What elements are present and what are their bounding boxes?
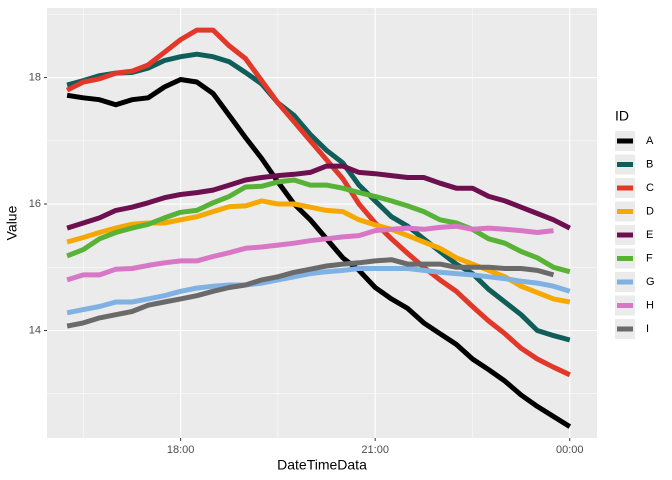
legend-label: I <box>646 323 649 335</box>
series-line <box>66 257 555 329</box>
series-line <box>65 27 571 378</box>
legend-label: D <box>646 205 654 217</box>
y-tick-label: 14 <box>29 324 41 336</box>
x-tick-label: 21:00 <box>361 444 389 456</box>
legend-label: H <box>646 299 654 311</box>
legend-label: A <box>646 135 654 147</box>
series-line <box>66 51 571 343</box>
y-axis-title: Value <box>4 205 20 240</box>
x-axis-title: DateTimeData <box>277 457 367 473</box>
series-line <box>66 177 571 275</box>
y-tick-label: 16 <box>29 198 41 210</box>
x-tick-label: 18:00 <box>167 444 195 456</box>
series-line <box>66 223 554 283</box>
legend-label: C <box>646 182 654 194</box>
series-line <box>66 266 571 316</box>
legend-label: G <box>646 276 655 288</box>
series-line <box>66 77 572 429</box>
legend-label: F <box>646 252 653 264</box>
y-tick-label: 18 <box>29 71 41 83</box>
legend-label: B <box>646 158 653 170</box>
x-tick-label: 00:00 <box>556 444 584 456</box>
legend-label: E <box>646 229 653 241</box>
series-line <box>66 163 571 231</box>
legend-title: ID <box>615 108 629 124</box>
